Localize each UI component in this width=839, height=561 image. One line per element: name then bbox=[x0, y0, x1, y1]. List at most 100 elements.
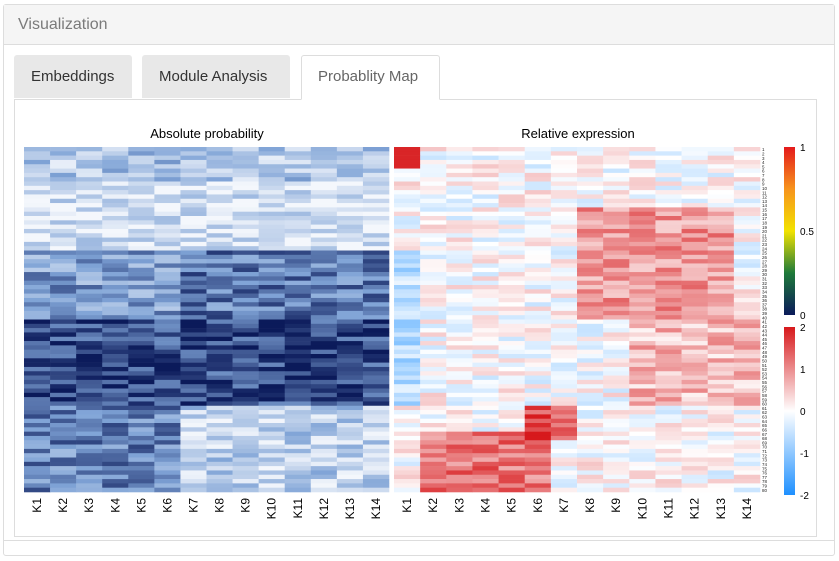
rel-cell bbox=[577, 414, 604, 419]
abs-cell bbox=[50, 341, 77, 346]
rel-cell bbox=[420, 332, 447, 338]
abs-cell bbox=[180, 237, 207, 243]
rel-cell bbox=[524, 427, 552, 432]
rel-cell bbox=[394, 483, 421, 488]
abs-cell bbox=[232, 272, 259, 277]
abs-cell bbox=[258, 319, 286, 325]
rel-cell bbox=[681, 297, 709, 303]
rel-cell bbox=[707, 358, 735, 363]
rel-cell bbox=[394, 259, 421, 264]
abs-cell bbox=[206, 159, 233, 165]
abs-cell bbox=[102, 185, 129, 191]
rel-cell bbox=[629, 259, 656, 264]
rel-cell bbox=[472, 177, 499, 182]
rel-cell bbox=[498, 181, 526, 187]
abs-cell bbox=[258, 483, 286, 488]
abs-cell bbox=[362, 401, 390, 407]
abs-cell bbox=[50, 194, 77, 200]
rel-cell bbox=[498, 418, 526, 424]
rel-cell bbox=[394, 190, 421, 195]
rel-cell bbox=[446, 410, 473, 415]
rel-cell bbox=[577, 466, 604, 471]
rel-cell bbox=[420, 241, 447, 247]
rel-cell bbox=[733, 474, 761, 480]
abs-cell bbox=[154, 423, 181, 428]
rel-cell bbox=[681, 168, 709, 174]
abs-cell bbox=[154, 358, 181, 363]
row-label: 1 bbox=[762, 147, 765, 152]
abs-cell bbox=[258, 211, 286, 217]
rel-cell bbox=[603, 250, 630, 256]
abs-cell bbox=[154, 319, 181, 325]
abs-cell bbox=[336, 410, 364, 415]
rel-cell bbox=[524, 444, 552, 450]
tab-module-analysis[interactable]: Module Analysis bbox=[142, 55, 290, 98]
abs-cell bbox=[76, 414, 103, 419]
abs-cell bbox=[284, 177, 312, 182]
abs-cell bbox=[362, 444, 390, 450]
rel-cell bbox=[420, 168, 447, 174]
rel-cell bbox=[603, 211, 630, 217]
abs-cell bbox=[24, 336, 51, 342]
abs-cell bbox=[310, 276, 338, 281]
abs-cell bbox=[232, 410, 259, 415]
rel-cell bbox=[498, 371, 526, 376]
rel-cell bbox=[603, 332, 630, 338]
abs-cell bbox=[336, 461, 364, 467]
row-label: 61 bbox=[762, 406, 768, 411]
rel-cell bbox=[394, 181, 421, 187]
abs-cell bbox=[284, 211, 312, 217]
abs-cell bbox=[232, 479, 259, 484]
rel-cell bbox=[577, 285, 604, 290]
abs-cell bbox=[336, 302, 364, 307]
abs-cell bbox=[24, 159, 51, 165]
abs-cell bbox=[232, 289, 259, 294]
rel-cell bbox=[733, 366, 761, 372]
rel-cell bbox=[655, 479, 682, 484]
abs-cell bbox=[180, 220, 207, 225]
rel-cell bbox=[655, 341, 682, 346]
abs-cell bbox=[232, 319, 259, 325]
abs-cell bbox=[102, 379, 129, 385]
rel-cell bbox=[498, 310, 526, 316]
abs-cell bbox=[76, 190, 103, 195]
rel-cell bbox=[707, 224, 735, 230]
abs-cell bbox=[284, 474, 312, 480]
rel-cell bbox=[681, 435, 709, 441]
rel-cell bbox=[733, 289, 761, 294]
abs-cell bbox=[336, 401, 364, 407]
rel-cell bbox=[707, 302, 735, 307]
abs-cell bbox=[102, 345, 129, 350]
rel-cell bbox=[394, 203, 421, 208]
abs-cell bbox=[206, 384, 233, 389]
column-label: K2 bbox=[56, 498, 70, 513]
abs-cell bbox=[310, 423, 338, 428]
abs-cell bbox=[50, 397, 77, 402]
abs-cell bbox=[232, 233, 259, 238]
abs-cell bbox=[50, 405, 77, 411]
rel-cell bbox=[733, 397, 761, 402]
abs-cell bbox=[76, 151, 103, 156]
abs-cell bbox=[154, 263, 181, 269]
rel-cell bbox=[681, 358, 709, 363]
abs-cell bbox=[128, 470, 155, 476]
rel-cell bbox=[446, 211, 473, 217]
abs-cell bbox=[24, 246, 51, 251]
rel-cell bbox=[707, 220, 735, 225]
rel-cell bbox=[420, 345, 447, 350]
abs-cell bbox=[336, 280, 364, 286]
abs-cell bbox=[50, 172, 77, 178]
tab-embeddings[interactable]: Embeddings bbox=[14, 55, 132, 98]
abs-cell bbox=[50, 259, 77, 264]
abs-cell bbox=[362, 366, 390, 372]
tab-probability-map[interactable]: Probablity Map bbox=[301, 55, 440, 100]
abs-cell bbox=[336, 276, 364, 281]
abs-cell bbox=[180, 479, 207, 484]
rel-cell bbox=[472, 349, 499, 355]
abs-cell bbox=[180, 431, 207, 437]
rel-cell bbox=[524, 405, 552, 411]
rel-cell bbox=[472, 440, 499, 445]
rel-cell bbox=[446, 418, 473, 424]
rel-cell bbox=[577, 276, 604, 281]
rel-cell bbox=[577, 397, 604, 402]
